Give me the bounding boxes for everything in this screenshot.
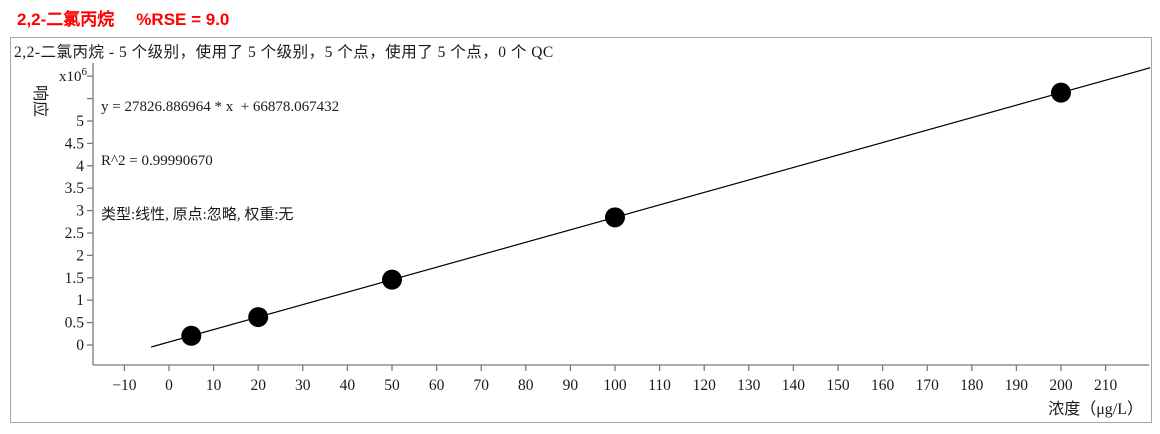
x-tick-label: 40 xyxy=(340,377,356,394)
y-tick-label: 2 xyxy=(76,247,84,264)
calibration-plot: −10 0 10 20 30 40 50 60 70 80 90 100 110 120 130 140 150… xyxy=(65,63,1151,394)
calibration-point xyxy=(382,269,402,290)
x-tick-label: 200 xyxy=(1049,377,1073,394)
calibration-point xyxy=(605,207,625,228)
report-title: 2,2-二氯丙烷 %RSE = 9.0 xyxy=(17,5,229,30)
x-tick-label: 150 xyxy=(826,377,850,394)
x-tick-label: 160 xyxy=(871,377,895,394)
curve-summary-text: 2,2-二氯丙烷 - 5 个级别，使用了 5 个级别，5 个点，使用了 5 个点… xyxy=(14,44,554,61)
x-tick-label: 180 xyxy=(960,377,984,394)
x-tick-label: 60 xyxy=(429,377,445,394)
fit-r-squared: R^2 = 0.99990670 xyxy=(101,153,213,169)
y-tick-label: 1.5 xyxy=(65,270,85,287)
rse-value: %RSE = 9.0 xyxy=(136,10,230,29)
y-tick-label: 3 xyxy=(76,203,84,220)
x-tick-label: 210 xyxy=(1094,377,1118,394)
x-tick-label: 70 xyxy=(473,377,489,394)
y-tick-label: 4.5 xyxy=(65,135,85,152)
compound-name: 2,2-二氯丙烷 xyxy=(17,10,115,29)
x-tick-label: 190 xyxy=(1005,377,1029,394)
x-tick-label: 170 xyxy=(916,377,940,394)
x-tick-label: 120 xyxy=(693,377,717,394)
fit-statistics: y = 27826.886964 * x + 66878.067432 R^2 … xyxy=(101,62,339,260)
calibration-point xyxy=(1051,82,1071,103)
y-tick-label: 3.5 xyxy=(65,180,85,197)
x-tick-label: 140 xyxy=(782,377,806,394)
x-tick-label: 80 xyxy=(518,377,534,394)
x-tick-label: 100 xyxy=(603,377,627,394)
x-tick-label: 20 xyxy=(250,377,266,394)
y-tick-label: 1 xyxy=(76,292,84,309)
y-axis-multiplier: x106 xyxy=(59,66,88,85)
x-tick-label: 0 xyxy=(165,377,173,394)
x-tick-label: 50 xyxy=(384,377,400,394)
x-axis-title: 浓度（μg/L） xyxy=(1048,401,1143,418)
x-tick-label: 30 xyxy=(295,377,311,394)
regression-line xyxy=(150,67,1151,348)
y-tick-label: 0.5 xyxy=(65,315,85,332)
x-tick-label: −10 xyxy=(112,377,136,394)
fit-equation: y = 27826.886964 * x + 66878.067432 xyxy=(101,99,340,115)
x-tick-label: 10 xyxy=(206,377,222,394)
calibration-point xyxy=(181,325,202,346)
x-tick-label: 90 xyxy=(563,377,579,394)
y-tick-label: 5 xyxy=(76,113,84,130)
fit-type-origin-weight: 类型:线性, 原点:忽略, 权重:无 xyxy=(101,207,294,223)
y-tick-label: 2.5 xyxy=(65,225,85,242)
y-tick-label: 0 xyxy=(76,337,84,354)
calibration-point xyxy=(248,307,269,328)
calibration-chart-panel: 2,2-二氯丙烷 - 5 个级别，使用了 5 个级别，5 个点，使用了 5 个点… xyxy=(10,37,1152,423)
x-tick-label: 130 xyxy=(737,377,761,394)
y-tick-label: 4 xyxy=(76,158,84,175)
x-tick-label: 110 xyxy=(648,377,671,394)
y-axis-multiplier-exponent: 6 xyxy=(81,66,88,78)
